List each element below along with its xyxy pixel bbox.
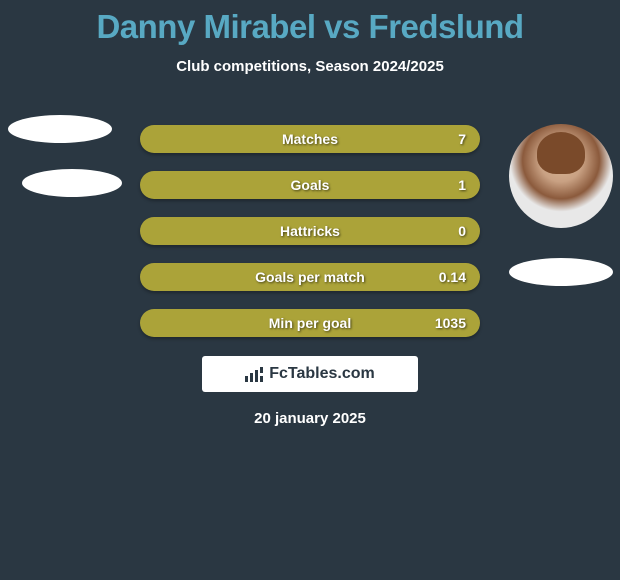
stat-label: Goals <box>291 177 330 193</box>
stat-label: Min per goal <box>269 315 351 331</box>
stat-value-right: 7 <box>458 131 466 147</box>
stat-value-right: 1035 <box>435 315 466 331</box>
stat-label: Goals per match <box>255 269 365 285</box>
stat-row-goals: Goals 1 <box>140 171 480 199</box>
placeholder-ellipse <box>22 169 122 197</box>
logo-text: FcTables.com <box>269 365 375 383</box>
player-left-avatar-area <box>8 115 122 197</box>
placeholder-ellipse <box>509 258 613 286</box>
page-title: Danny Mirabel vs Fredslund <box>0 0 620 46</box>
stat-label: Hattricks <box>280 223 340 239</box>
stat-value-right: 0 <box>458 223 466 239</box>
stat-label: Matches <box>282 131 338 147</box>
fctables-logo[interactable]: FcTables.com <box>202 356 418 392</box>
stat-row-hattricks: Hattricks 0 <box>140 217 480 245</box>
stat-row-goals-per-match: Goals per match 0.14 <box>140 263 480 291</box>
date-label: 20 january 2025 <box>0 410 620 427</box>
stat-row-matches: Matches 7 <box>140 125 480 153</box>
player-right-avatar <box>509 124 613 228</box>
stat-value-right: 1 <box>458 177 466 193</box>
bar-chart-icon <box>245 366 265 382</box>
subtitle: Club competitions, Season 2024/2025 <box>0 58 620 75</box>
stat-row-min-per-goal: Min per goal 1035 <box>140 309 480 337</box>
stat-value-right: 0.14 <box>439 269 466 285</box>
placeholder-ellipse <box>8 115 112 143</box>
stats-container: Matches 7 Goals 1 Hattricks 0 Goals per … <box>140 125 480 355</box>
player-right-avatar-area <box>509 124 613 286</box>
